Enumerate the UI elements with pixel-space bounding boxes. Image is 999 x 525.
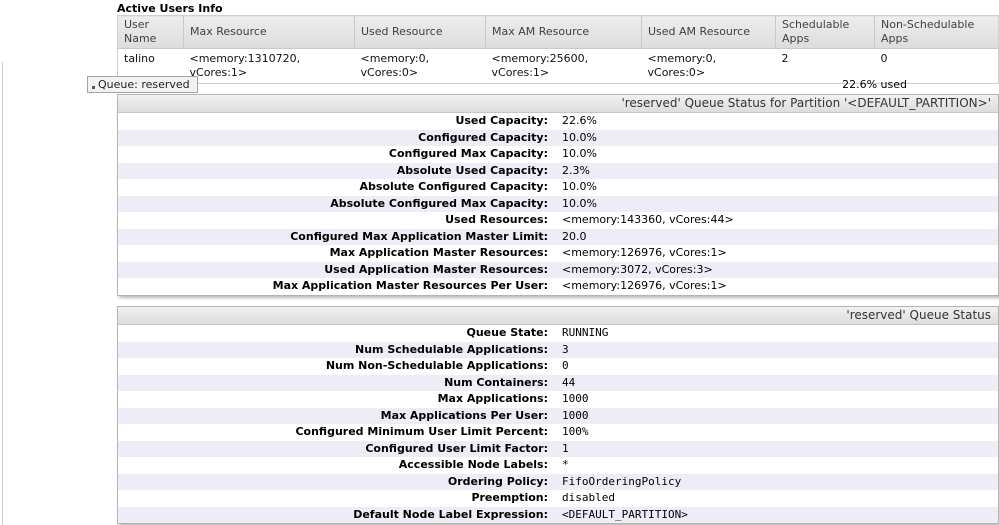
info-value: 2.3% xyxy=(562,163,590,177)
info-value: 10.0% xyxy=(562,196,597,210)
active-users-header-row: User Name Max Resource Used Resource Max AM… xyxy=(117,15,999,49)
info-label: Num Non-Schedulable Applications: xyxy=(325,359,548,372)
queue-status-partition-panel: 'reserved' Queue Status for Partition '<… xyxy=(117,94,999,296)
queue-used-percentage: 22.6% used xyxy=(842,78,907,91)
info-value: disabled xyxy=(562,491,615,504)
cell: <memory:0, vCores:0> xyxy=(354,48,486,84)
cell: <memory:25600, vCores:1> xyxy=(485,48,642,84)
info-value: 100% xyxy=(562,425,589,438)
info-label: Configured Max Capacity: xyxy=(388,147,548,160)
active-users-table: User Name Max Resource Used Resource Max AM… xyxy=(117,15,999,84)
info-value: 1000 xyxy=(562,408,589,422)
info-row: Num Non-Schedulable Applications: 0 xyxy=(118,358,998,375)
info-label: Configured Minimum User Limit Percent: xyxy=(295,425,548,438)
info-label: Absolute Used Capacity: xyxy=(396,163,548,177)
queue-usage-bar: Queue: reserved 22.6% used xyxy=(87,76,907,93)
info-value: <memory:143360, vCores:44> xyxy=(562,213,734,226)
info-row: Absolute Configured Capacity: 10.0% xyxy=(118,179,998,196)
info-row: Num Containers: 44 xyxy=(118,374,998,391)
info-label: Num Containers: xyxy=(444,375,548,389)
info-row: Preemption: disabled xyxy=(118,490,998,507)
info-label: Configured User Limit Factor: xyxy=(365,441,548,455)
info-value: 10.0% xyxy=(562,147,597,160)
cell: 0 xyxy=(874,48,999,84)
info-row: Ordering Policy: FifoOrderingPolicy xyxy=(118,473,998,490)
info-value: 1 xyxy=(562,441,569,455)
info-label: Absolute Configured Max Capacity: xyxy=(330,196,548,210)
info-label: Preemption: xyxy=(471,491,548,504)
info-row: Accessible Node Labels: * xyxy=(118,457,998,474)
queue-status-header: 'reserved' Queue Status xyxy=(118,307,998,325)
info-row: Max Applications: 1000 xyxy=(118,391,998,408)
info-row: Default Node Label Expression: <DEFAULT_P… xyxy=(118,506,998,523)
info-row: Configured Capacity: 10.0% xyxy=(118,129,998,146)
cell: <memory:0, vCores:0> xyxy=(641,48,776,84)
info-row: Used Capacity: 22.6% xyxy=(118,113,998,130)
info-label: Max Application Master Resources Per Use… xyxy=(272,279,548,292)
info-value: <memory:126976, vCores:1> xyxy=(562,279,727,292)
info-row: Max Applications Per User: 1000 xyxy=(118,407,998,424)
info-value: FifoOrderingPolicy xyxy=(562,474,682,488)
info-value: 20.0 xyxy=(562,229,587,243)
info-value: 1000 xyxy=(562,392,589,405)
info-value: 3 xyxy=(562,342,569,356)
info-label: Used Resources: xyxy=(445,213,548,226)
info-value: <memory:126976, vCores:1> xyxy=(562,246,727,259)
info-label: Accessible Node Labels: xyxy=(398,458,548,471)
info-value: * xyxy=(562,458,569,471)
info-value: <memory:3072, vCores:3> xyxy=(562,262,713,276)
info-row: Configured Max Application Master Limit:… xyxy=(118,228,998,245)
active-users-title: Active Users Info xyxy=(117,2,223,15)
info-row: Used Application Master Resources: <memor… xyxy=(118,261,998,278)
info-label: Configured Capacity: xyxy=(418,130,548,144)
column-header: Max AM Resource xyxy=(485,15,642,49)
queue-status-panel: 'reserved' Queue Status Queue State: RUNN… xyxy=(117,306,999,524)
info-row: Queue State: RUNNING xyxy=(118,325,998,342)
queue-name-tab[interactable]: Queue: reserved xyxy=(87,76,198,93)
info-row: Absolute Configured Max Capacity: 10.0% xyxy=(118,195,998,212)
info-row: Configured User Limit Factor: 1 xyxy=(118,440,998,457)
info-value: RUNNING xyxy=(562,326,609,339)
queue-marker-icon xyxy=(92,86,95,89)
info-value: 22.6% xyxy=(562,114,597,127)
info-value: <DEFAULT_PARTITION> xyxy=(562,507,688,521)
info-value: 0 xyxy=(562,359,569,372)
info-value: 10.0% xyxy=(562,130,597,144)
cell: 2 xyxy=(775,48,875,84)
column-header: Max Resource xyxy=(183,15,355,49)
info-value: 44 xyxy=(562,375,576,389)
info-row: Absolute Used Capacity: 2.3% xyxy=(118,162,998,179)
info-label: Max Applications: xyxy=(437,392,548,405)
column-header: Used Resource xyxy=(354,15,486,49)
info-label: Default Node Label Expression: xyxy=(353,507,548,521)
active-user-row: talino <memory:1310720, vCores:1> <memory:… xyxy=(117,48,999,84)
info-label: Max Application Master Resources: xyxy=(329,246,548,259)
info-row: Configured Minimum User Limit Percent: 10… xyxy=(118,424,998,441)
info-label: Ordering Policy: xyxy=(447,474,548,488)
cell: <memory:1310720, vCores:1> xyxy=(183,48,355,84)
info-row: Used Resources: <memory:143360, vCores:44… xyxy=(118,212,998,229)
info-label: Max Applications Per User: xyxy=(380,408,548,422)
column-header: Non-Schedulable Apps xyxy=(874,15,999,49)
info-label: Num Schedulable Applications: xyxy=(354,342,548,356)
info-label: Absolute Configured Capacity: xyxy=(359,180,548,193)
queue-tab-label: Queue: reserved xyxy=(98,78,190,91)
info-label: Used Capacity: xyxy=(455,114,548,127)
info-value: 10.0% xyxy=(562,180,597,193)
column-header: Used AM Resource xyxy=(641,15,776,49)
column-header: Schedulable Apps xyxy=(775,15,875,49)
info-row: Num Schedulable Applications: 3 xyxy=(118,341,998,358)
info-row: Max Application Master Resources: <memory… xyxy=(118,245,998,262)
info-row: Max Application Master Resources Per Use… xyxy=(118,278,998,295)
info-label: Configured Max Application Master Limit: xyxy=(290,229,548,243)
info-label: Queue State: xyxy=(466,326,549,339)
panel-edge-line xyxy=(2,62,3,525)
queue-status-partition-header: 'reserved' Queue Status for Partition '<… xyxy=(118,95,998,113)
info-label: Used Application Master Resources: xyxy=(324,262,548,276)
column-header: User Name xyxy=(117,15,184,49)
info-row: Configured Max Capacity: 10.0% xyxy=(118,146,998,163)
